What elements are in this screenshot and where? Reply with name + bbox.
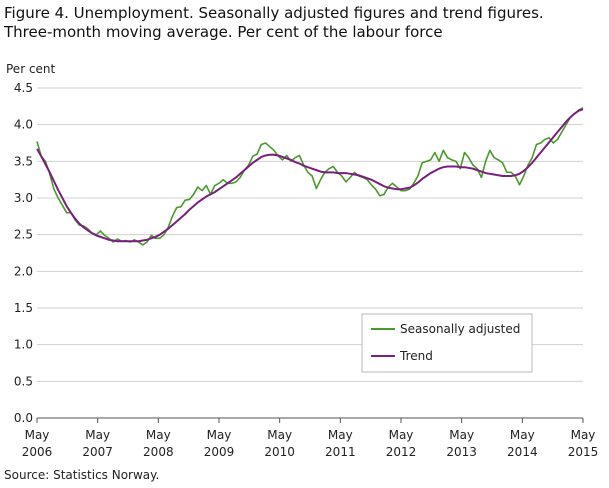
x-tick-year: 2014 xyxy=(507,445,538,459)
y-tick-label: 3.5 xyxy=(14,154,33,168)
x-tick-month: May xyxy=(207,428,232,442)
x-tick-labels: May 2006 May 2007 May 2008 May 2009 May 2010 May 20… xyxy=(22,418,599,459)
legend-label-seasonally-adjusted: Seasonally adjusted xyxy=(400,322,520,336)
legend: Seasonally adjusted Trend xyxy=(361,313,533,373)
x-tick-month: May xyxy=(267,428,292,442)
x-tick-year: 2010 xyxy=(264,445,295,459)
x-tick-year: 2006 xyxy=(22,445,53,459)
series-lines xyxy=(36,107,584,246)
x-tick-year: 2015 xyxy=(568,445,599,459)
x-tick-month: May xyxy=(510,428,535,442)
grid-lines xyxy=(37,87,583,419)
y-tick-labels: 0.0 0.5 1.0 1.5 2.0 2.5 3.0 3.5 4.0 4.5 xyxy=(14,81,33,425)
x-tick-month: May xyxy=(449,428,474,442)
y-tick-label: 3.0 xyxy=(14,191,33,205)
x-tick-year: 2008 xyxy=(143,445,174,459)
x-tick-year: 2012 xyxy=(386,445,417,459)
chart-title: Figure 4. Unemployment. Seasonally adjus… xyxy=(4,4,544,42)
x-tick-year: 2011 xyxy=(325,445,356,459)
chart-title-line-2: Three-month moving average. Per cent of … xyxy=(4,23,443,41)
y-axis-label: Per cent xyxy=(6,62,56,76)
y-tick-label: 2.0 xyxy=(14,264,33,278)
legend-box xyxy=(361,313,533,373)
y-tick-label: 1.5 xyxy=(14,301,33,315)
source-note: Source: Statistics Norway. xyxy=(4,468,160,482)
x-tick-month: May xyxy=(389,428,414,442)
x-tick-month: May xyxy=(571,428,596,442)
x-tick-month: May xyxy=(328,428,353,442)
legend-label-trend: Trend xyxy=(399,349,433,363)
x-tick-month: May xyxy=(146,428,171,442)
x-tick-year: 2007 xyxy=(82,445,113,459)
x-tick-month: May xyxy=(85,428,110,442)
y-tick-label: 1.0 xyxy=(14,338,33,352)
x-tick-year: 2009 xyxy=(204,445,235,459)
y-tick-label: 0.5 xyxy=(14,374,33,388)
y-tick-label: 0.0 xyxy=(14,411,33,425)
y-tick-label: 4.5 xyxy=(14,81,33,95)
y-tick-label: 4.0 xyxy=(14,118,33,132)
x-tick-year: 2013 xyxy=(446,445,477,459)
chart-title-line-1: Figure 4. Unemployment. Seasonally adjus… xyxy=(4,4,544,22)
x-tick-month: May xyxy=(25,428,50,442)
series-line-trend xyxy=(36,108,584,243)
y-tick-label: 2.5 xyxy=(14,228,33,242)
